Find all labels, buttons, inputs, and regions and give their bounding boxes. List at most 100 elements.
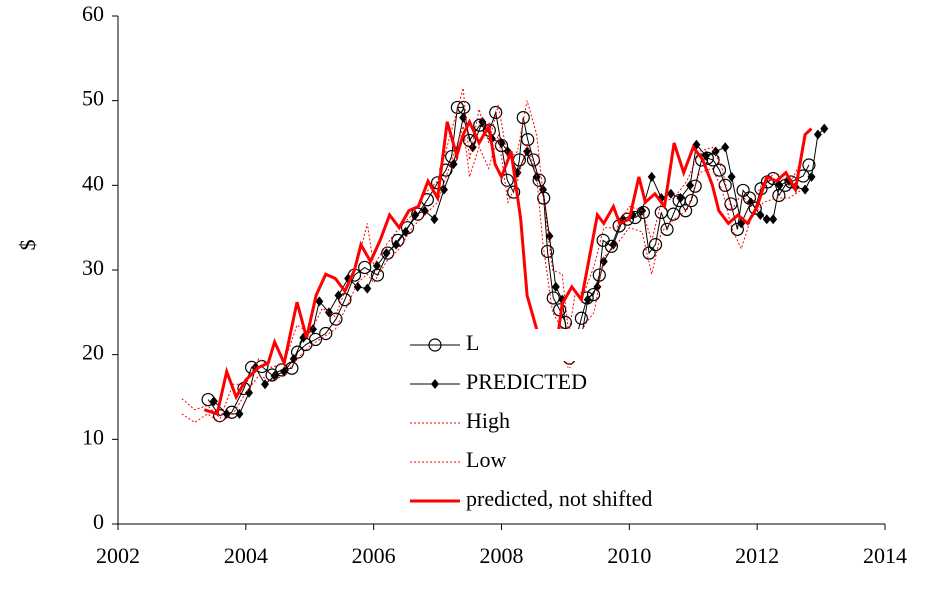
diamond-marker — [686, 180, 695, 191]
circle-marker — [586, 287, 601, 302]
diamond-marker — [756, 209, 765, 220]
diamond-marker — [209, 396, 218, 407]
diamond-marker — [807, 171, 816, 182]
x-tick-label: 2014 — [863, 543, 907, 568]
circle-marker — [489, 105, 503, 120]
legend-label: PREDICTED — [466, 369, 587, 394]
diamond-marker — [721, 142, 730, 153]
diamond-marker — [497, 138, 506, 148]
diamond-marker — [551, 281, 560, 292]
diamond-marker — [270, 370, 279, 381]
x-tick-label: 2004 — [224, 543, 268, 568]
circle-marker — [329, 312, 343, 326]
diamond-marker — [353, 281, 362, 292]
diamond-marker — [775, 180, 784, 191]
diamond-marker — [392, 239, 401, 250]
x-tick-label: 2012 — [735, 543, 779, 568]
circle-marker — [526, 153, 541, 167]
circle-marker — [275, 363, 289, 377]
circle-marker — [660, 222, 674, 236]
circle-marker — [546, 291, 560, 305]
legend-label: L — [466, 330, 479, 355]
y-tick-label: 50 — [82, 86, 104, 111]
diamond-marker — [430, 214, 439, 225]
diamond-marker — [235, 408, 244, 419]
diamond-marker — [411, 209, 420, 220]
diamond-marker — [769, 214, 778, 225]
diamond-marker — [820, 123, 829, 134]
legend-marker — [428, 338, 442, 352]
circle-marker — [358, 260, 372, 275]
circle-marker — [319, 326, 333, 341]
diamond-marker — [801, 184, 810, 195]
diamond-marker — [746, 197, 755, 208]
diamond-marker — [711, 146, 720, 157]
diamond-marker — [478, 116, 487, 127]
diamond-marker — [372, 260, 381, 271]
x-tick-label: 2002 — [96, 543, 140, 568]
y-tick-label: 60 — [82, 1, 104, 26]
diamond-marker — [813, 129, 822, 140]
circle-marker — [706, 153, 720, 167]
diamond-marker — [439, 184, 448, 195]
y-tick-label: 20 — [82, 340, 104, 365]
diamond-marker — [609, 239, 618, 250]
y-tick-label: 10 — [82, 424, 104, 449]
circle-marker — [574, 311, 588, 325]
circle-marker — [718, 178, 732, 192]
diamond-marker — [532, 171, 541, 182]
y-tick-label: 30 — [82, 255, 104, 280]
diamond-marker — [727, 171, 736, 182]
legend-marker — [431, 379, 439, 389]
circle-marker — [678, 204, 693, 218]
series-line — [203, 118, 813, 416]
series-line — [181, 125, 803, 424]
diamond-marker — [289, 353, 298, 364]
circle-marker — [532, 173, 546, 187]
diamond-marker — [599, 256, 608, 267]
x-tick-label: 2010 — [607, 543, 651, 568]
diamond-marker — [666, 188, 675, 199]
x-tick-label: 2008 — [480, 543, 524, 568]
legend-label: High — [466, 408, 510, 433]
legend-label: predicted, not shifted — [466, 486, 652, 511]
legend-label: Low — [466, 447, 506, 472]
diamond-marker — [583, 294, 592, 305]
diamond-marker — [468, 142, 477, 153]
x-tick-label: 2006 — [352, 543, 396, 568]
diamond-marker — [382, 248, 391, 259]
y-tick-label: 40 — [82, 170, 104, 195]
circle-marker — [666, 207, 681, 221]
diamond-marker — [334, 290, 343, 301]
diamond-marker — [280, 366, 289, 377]
diamond-marker — [420, 205, 429, 216]
diamond-marker — [245, 387, 254, 398]
circle-marker — [712, 163, 727, 177]
diamond-marker — [762, 214, 771, 225]
circle-marker — [684, 193, 698, 208]
circle-marker — [642, 246, 656, 260]
diamond-marker — [315, 296, 324, 307]
circle-marker — [308, 332, 323, 347]
diamond-marker — [324, 307, 333, 318]
circle-marker — [748, 201, 762, 215]
diamond-marker — [459, 112, 468, 123]
circle-marker — [500, 173, 514, 187]
y-tick-label: 0 — [93, 509, 104, 534]
circle-marker — [604, 239, 619, 253]
circle-marker — [507, 185, 521, 199]
diamond-marker — [545, 231, 554, 242]
diamond-marker — [363, 283, 372, 294]
diamond-marker — [401, 226, 410, 237]
y-axis-label: $ — [15, 240, 40, 251]
diamond-marker — [647, 171, 656, 182]
circle-marker — [648, 238, 663, 252]
series-line — [207, 106, 810, 417]
diamond-marker — [702, 150, 711, 161]
diamond-marker — [593, 281, 602, 292]
circle-marker — [540, 244, 555, 258]
circle-marker — [381, 246, 395, 260]
circle-marker — [802, 158, 816, 172]
